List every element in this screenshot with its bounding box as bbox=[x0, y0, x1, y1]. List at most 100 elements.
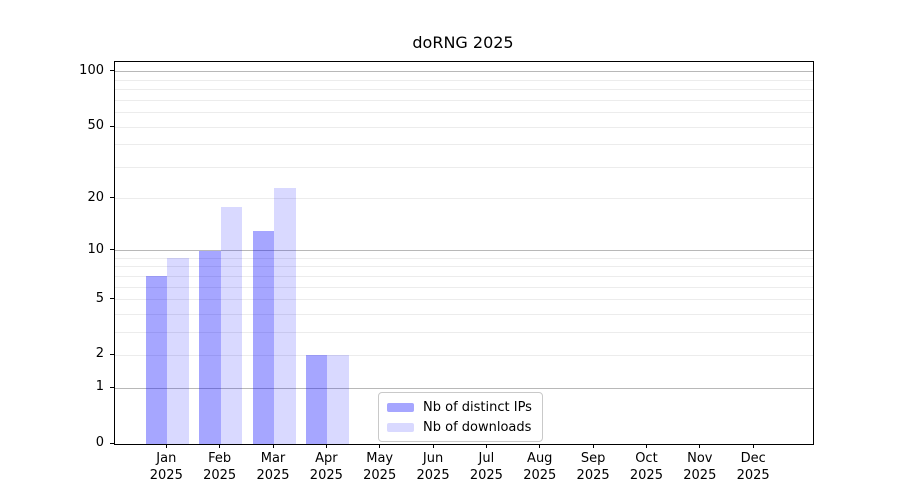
x-tick-year: 2025 bbox=[149, 468, 183, 483]
x-tick-label: Mar 2025 bbox=[241, 450, 305, 484]
x-tick-month: May bbox=[366, 451, 394, 466]
x-tick-month: Nov bbox=[687, 451, 713, 466]
minor-gridline bbox=[115, 112, 813, 114]
y-tick bbox=[110, 298, 114, 300]
x-tick-label: Sep 2025 bbox=[561, 450, 625, 484]
minor-gridline bbox=[115, 286, 813, 288]
x-tick bbox=[165, 444, 167, 448]
y-tick bbox=[110, 70, 114, 72]
minor-gridline bbox=[115, 257, 813, 259]
bar-nb-of-distinct-ips-mar bbox=[252, 231, 274, 444]
x-tick-label: Nov 2025 bbox=[668, 450, 732, 484]
x-tick-label: Dec 2025 bbox=[721, 450, 785, 484]
bar-nb-of-downloads-apr bbox=[327, 355, 349, 444]
y-tick bbox=[110, 197, 114, 199]
x-tick-year: 2025 bbox=[736, 468, 770, 483]
x-tick-year: 2025 bbox=[629, 468, 663, 483]
major-gridline bbox=[115, 250, 813, 252]
x-tick bbox=[432, 444, 434, 448]
bar-nb-of-downloads-mar bbox=[274, 187, 296, 444]
y-tick bbox=[110, 386, 114, 388]
minor-gridline bbox=[115, 354, 813, 356]
x-tick-month: Jun bbox=[422, 451, 444, 466]
x-tick-label: Jun 2025 bbox=[401, 450, 465, 484]
minor-gridline bbox=[115, 331, 813, 333]
x-tick-month: Jan bbox=[156, 451, 177, 466]
x-tick-month: Jul bbox=[478, 451, 495, 466]
y-tick-label: 20 bbox=[87, 189, 104, 205]
y-tick-label: 50 bbox=[87, 118, 104, 134]
x-tick-month: Dec bbox=[740, 451, 766, 466]
plot-area bbox=[114, 61, 814, 445]
x-tick-year: 2025 bbox=[576, 468, 610, 483]
minor-gridline bbox=[115, 313, 813, 315]
x-tick-label: Jul 2025 bbox=[454, 450, 518, 484]
x-tick bbox=[485, 444, 487, 448]
x-tick-label: May 2025 bbox=[348, 450, 412, 484]
y-tick-label: 10 bbox=[87, 241, 104, 257]
legend-swatch-downloads-icon bbox=[387, 422, 414, 432]
bar-nb-of-downloads-jan bbox=[167, 258, 189, 444]
legend-label-distinct-ips: Nb of distinct IPs bbox=[423, 399, 532, 415]
x-tick-label: Aug 2025 bbox=[508, 450, 572, 484]
x-tick-year: 2025 bbox=[363, 468, 397, 483]
x-tick-year: 2025 bbox=[416, 468, 450, 483]
minor-gridline bbox=[115, 144, 813, 146]
x-tick-month: Aug bbox=[527, 451, 553, 466]
x-tick-year: 2025 bbox=[683, 468, 717, 483]
x-tick-month: Sep bbox=[580, 451, 606, 466]
minor-gridline bbox=[115, 166, 813, 168]
y-tick bbox=[110, 249, 114, 251]
major-gridline bbox=[115, 71, 813, 73]
x-tick-month: Oct bbox=[635, 451, 658, 466]
x-tick-year: 2025 bbox=[523, 468, 557, 483]
y-tick-label: 2 bbox=[95, 346, 104, 362]
bar-nb-of-distinct-ips-feb bbox=[199, 250, 221, 444]
minor-gridline bbox=[115, 299, 813, 301]
x-tick bbox=[592, 444, 594, 448]
y-tick-label: 100 bbox=[79, 62, 104, 78]
minor-gridline bbox=[115, 266, 813, 268]
x-tick-label: Feb 2025 bbox=[188, 450, 252, 484]
x-tick-month: Apr bbox=[315, 451, 338, 466]
chart-title: doRNG 2025 bbox=[412, 33, 514, 52]
y-tick-label: 0 bbox=[95, 435, 104, 450]
major-gridline bbox=[115, 387, 813, 389]
x-tick-year: 2025 bbox=[309, 468, 343, 483]
minor-gridline bbox=[115, 198, 813, 200]
x-tick-label: Oct 2025 bbox=[614, 450, 678, 484]
x-tick-month: Feb bbox=[208, 451, 232, 466]
y-tick-label: 5 bbox=[95, 290, 104, 306]
x-tick-label: Jan 2025 bbox=[134, 450, 198, 484]
minor-gridline bbox=[115, 126, 813, 128]
minor-gridline bbox=[115, 99, 813, 101]
y-tick bbox=[110, 125, 114, 127]
legend-swatch-distinct-ips-icon bbox=[387, 402, 414, 412]
x-tick bbox=[379, 444, 381, 448]
legend-label-downloads: Nb of downloads bbox=[423, 419, 532, 435]
legend-item-downloads: Nb of downloads bbox=[387, 419, 532, 435]
minor-gridline bbox=[115, 89, 813, 91]
x-tick bbox=[752, 444, 754, 448]
minor-gridline bbox=[115, 275, 813, 277]
x-tick bbox=[539, 444, 541, 448]
x-tick bbox=[325, 444, 327, 448]
bar-nb-of-distinct-ips-jan bbox=[145, 276, 168, 444]
legend-item-distinct-ips: Nb of distinct IPs bbox=[387, 399, 532, 415]
x-tick-month: Mar bbox=[260, 451, 286, 466]
legend: Nb of distinct IPs Nb of downloads bbox=[378, 392, 543, 442]
y-tick bbox=[110, 442, 114, 444]
bar-nb-of-distinct-ips-apr bbox=[305, 355, 328, 444]
x-tick-year: 2025 bbox=[469, 468, 503, 483]
x-tick-year: 2025 bbox=[256, 468, 290, 483]
bar-nb-of-downloads-feb bbox=[220, 206, 243, 444]
x-tick bbox=[272, 444, 274, 448]
x-tick bbox=[219, 444, 221, 448]
minor-gridline bbox=[115, 79, 813, 81]
y-tick bbox=[110, 353, 114, 355]
y-tick-label: 1 bbox=[95, 379, 104, 395]
x-tick-label: Apr 2025 bbox=[294, 450, 358, 484]
x-tick bbox=[699, 444, 701, 448]
x-tick-year: 2025 bbox=[203, 468, 237, 483]
